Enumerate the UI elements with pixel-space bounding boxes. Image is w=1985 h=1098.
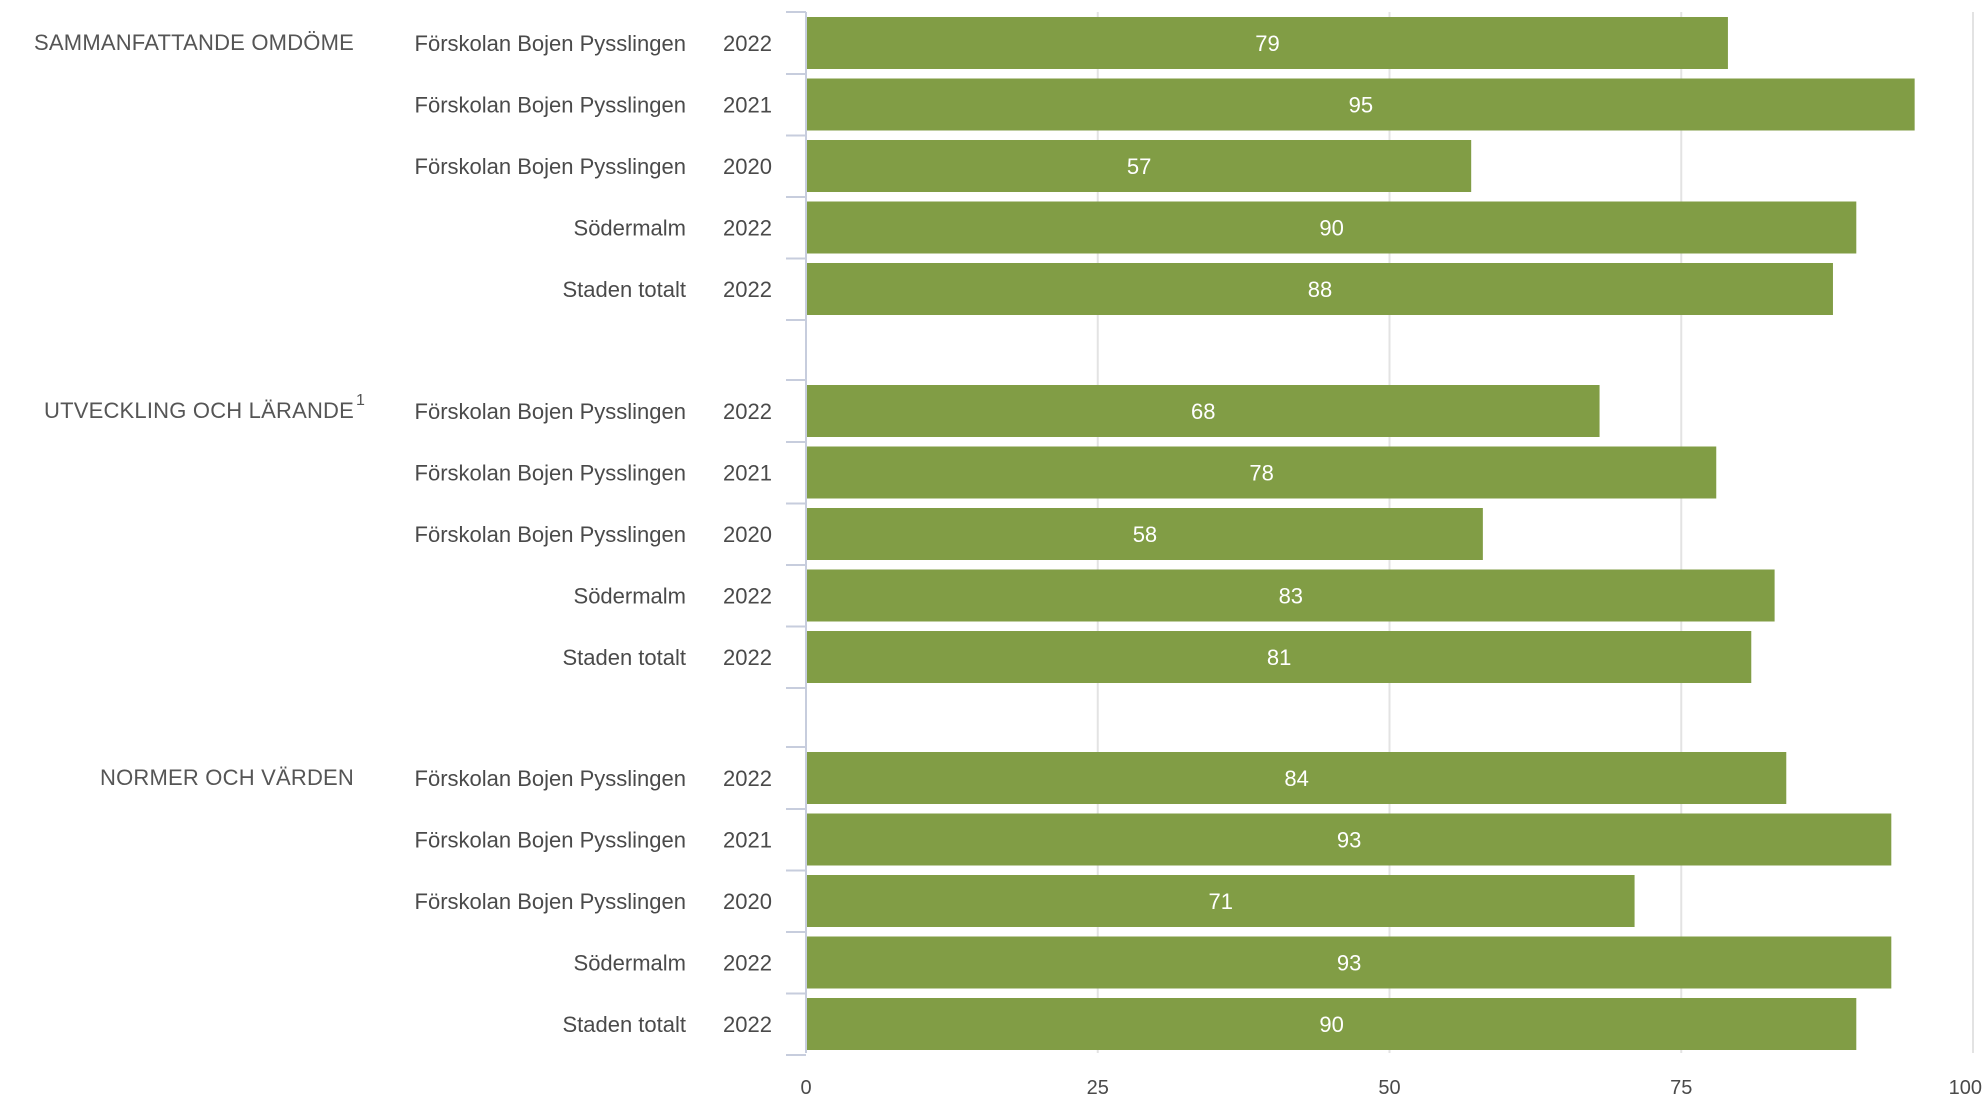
bar-value-label: 88	[1308, 277, 1332, 302]
bar	[807, 140, 1472, 192]
year-label: 2022	[723, 399, 772, 424]
row-label: Förskolan Bojen Pysslingen	[415, 766, 686, 791]
year-label: 2021	[723, 828, 772, 853]
bar-value-label: 79	[1255, 31, 1279, 56]
bar	[807, 752, 1787, 804]
x-tick-label: 0	[800, 1077, 811, 1098]
bar	[807, 936, 1892, 989]
bar-value-label: 68	[1191, 399, 1215, 424]
row-label: Förskolan Bojen Pysslingen	[415, 461, 686, 486]
row-label: Staden totalt	[562, 645, 686, 670]
bar-value-label: 83	[1279, 584, 1303, 609]
bar	[807, 78, 1915, 131]
row-label: Förskolan Bojen Pysslingen	[415, 31, 686, 56]
group-superscript: 1	[356, 392, 365, 409]
row-label: Staden totalt	[562, 1012, 686, 1037]
bar	[807, 813, 1892, 866]
bar-value-label: 90	[1319, 1012, 1343, 1037]
year-label: 2022	[723, 31, 772, 56]
bar-value-label: 95	[1349, 93, 1373, 118]
row-label: Förskolan Bojen Pysslingen	[415, 522, 686, 547]
bar-value-label: 71	[1209, 889, 1233, 914]
bar-value-label: 78	[1249, 461, 1273, 486]
year-label: 2022	[723, 277, 772, 302]
row-label: Förskolan Bojen Pysslingen	[415, 828, 686, 853]
year-label: 2022	[723, 584, 772, 609]
bar-value-label: 93	[1337, 828, 1361, 853]
year-label: 2022	[723, 216, 772, 241]
row-label: Staden totalt	[562, 277, 686, 302]
year-label: 2021	[723, 93, 772, 118]
bar	[807, 17, 1728, 69]
year-label: 2022	[723, 645, 772, 670]
bar	[807, 446, 1717, 499]
year-label: 2020	[723, 154, 772, 179]
bar	[807, 569, 1775, 622]
bar	[807, 875, 1635, 927]
row-label: Förskolan Bojen Pysslingen	[415, 889, 686, 914]
bar	[807, 508, 1483, 560]
x-tick-label: 25	[1087, 1077, 1109, 1098]
bar-value-label: 90	[1319, 216, 1343, 241]
group-label: SAMMANFATTANDE OMDÖME	[34, 30, 354, 55]
x-tick-label: 75	[1670, 1077, 1692, 1098]
row-label: Södermalm	[574, 951, 686, 976]
x-tick-label: 100	[1949, 1077, 1982, 1098]
bar-value-label: 81	[1267, 645, 1291, 670]
year-label: 2022	[723, 766, 772, 791]
bar-value-label: 58	[1133, 522, 1157, 547]
group-label: UTVECKLING OCH LÄRANDE	[44, 398, 354, 423]
year-label: 2020	[723, 522, 772, 547]
bar	[807, 263, 1833, 315]
row-label: Södermalm	[574, 216, 686, 241]
bar-value-label: 93	[1337, 951, 1361, 976]
x-tick-label: 50	[1378, 1077, 1400, 1098]
year-label: 2022	[723, 951, 772, 976]
bar	[807, 631, 1752, 683]
row-label: Förskolan Bojen Pysslingen	[415, 93, 686, 118]
bar	[807, 201, 1857, 254]
year-label: 2020	[723, 889, 772, 914]
year-label: 2021	[723, 461, 772, 486]
bar-value-label: 57	[1127, 154, 1151, 179]
bar	[807, 385, 1600, 437]
year-label: 2022	[723, 1012, 772, 1037]
row-label: Södermalm	[574, 584, 686, 609]
bar-value-label: 84	[1284, 766, 1308, 791]
row-label: Förskolan Bojen Pysslingen	[415, 399, 686, 424]
bar	[807, 998, 1857, 1050]
group-label: NORMER OCH VÄRDEN	[100, 765, 354, 790]
row-label: Förskolan Bojen Pysslingen	[415, 154, 686, 179]
